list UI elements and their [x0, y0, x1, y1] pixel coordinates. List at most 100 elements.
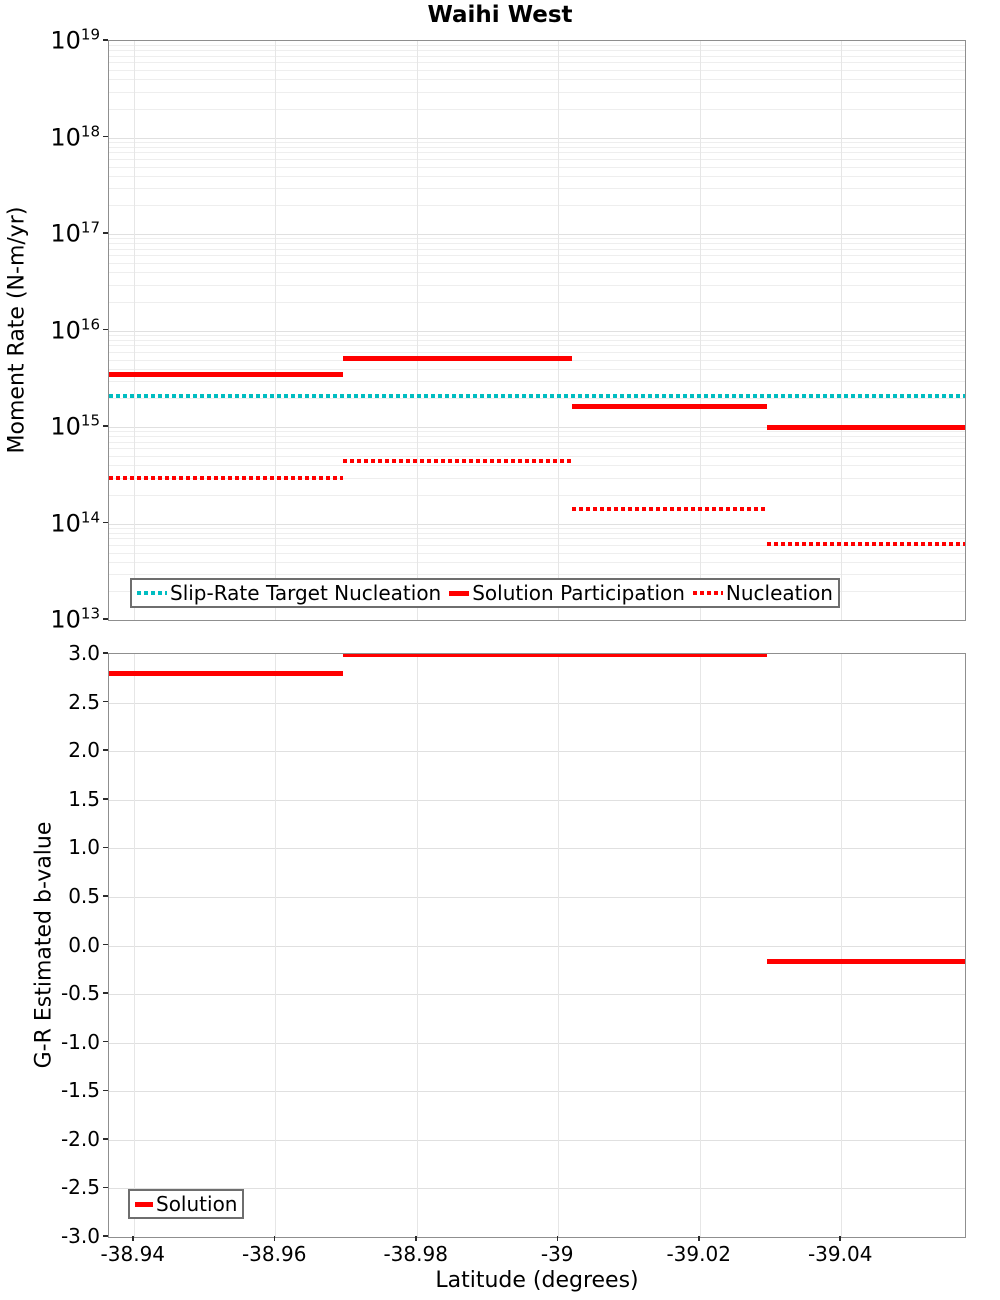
y-tick — [103, 618, 108, 620]
x-tick — [698, 1236, 700, 1241]
x-tick — [415, 1236, 417, 1241]
y-tick-label: 0.0 — [68, 932, 100, 957]
minor-gridline — [109, 527, 965, 529]
series-segment-nucleation — [572, 507, 767, 512]
minor-gridline — [109, 146, 965, 148]
y-tick — [103, 1235, 108, 1237]
major-gridline — [109, 1188, 965, 1190]
legend-label: Nucleation — [725, 581, 833, 605]
minor-gridline — [109, 263, 965, 264]
minor-gridline — [109, 561, 965, 563]
x-axis-label: Latitude (degrees) — [435, 1268, 639, 1293]
minor-gridline — [109, 398, 965, 399]
minor-gridline — [109, 55, 965, 57]
y-tick-label: 1.5 — [68, 786, 100, 811]
x-gridline — [416, 654, 418, 1237]
minor-gridline — [109, 141, 965, 143]
y-tick-label: -2.0 — [60, 1126, 100, 1151]
major-gridline — [109, 799, 965, 801]
y-axis-label-moment-rate: Moment Rate (N-m/yr) — [4, 206, 30, 454]
y-tick — [103, 135, 108, 138]
series-segment-nucleation — [766, 541, 965, 546]
legend-item-slip-rate-target-nucleation: Slip-Rate Target Nucleation — [137, 581, 441, 605]
minor-gridline — [109, 441, 965, 443]
y-tick-label: 1015 — [50, 411, 100, 441]
y-tick — [103, 846, 108, 849]
moment-rate-plot — [108, 40, 966, 621]
y-tick-label: 2.0 — [68, 738, 100, 763]
x-gridline — [699, 654, 701, 1237]
y-tick-label: 1018 — [50, 122, 100, 151]
minor-gridline — [109, 574, 965, 575]
minor-gridline — [109, 552, 965, 554]
major-gridline — [109, 751, 965, 753]
x-tick — [273, 1236, 275, 1241]
y-tick-label: 1019 — [50, 25, 100, 55]
x-gridline — [699, 41, 701, 620]
series-segment-solution — [342, 654, 767, 657]
minor-gridline — [109, 456, 965, 457]
major-gridline — [109, 523, 965, 525]
y-tick — [103, 1186, 108, 1189]
series-segment-solution-participation — [109, 372, 343, 377]
legend-item-solution: Solution — [135, 1192, 237, 1216]
y-tick-label: -1.0 — [60, 1029, 100, 1054]
minor-gridline — [109, 152, 965, 154]
y-axis-label-bvalue: G-R Estimated b-value — [31, 821, 57, 1069]
major-gridline — [109, 330, 965, 332]
major-gridline — [109, 994, 965, 996]
minor-gridline — [109, 334, 965, 336]
y-tick-label: 1.0 — [68, 835, 100, 860]
bvalue-plot — [108, 653, 966, 1238]
major-gridline — [109, 1042, 965, 1044]
x-gridline — [275, 654, 277, 1237]
major-gridline — [109, 427, 965, 428]
solid-line-swatch-icon — [449, 590, 470, 596]
minor-gridline — [109, 544, 965, 546]
y-tick-label: 1014 — [50, 508, 100, 537]
y-tick — [103, 1138, 108, 1140]
minor-gridline — [109, 70, 965, 71]
x-gridline — [841, 654, 843, 1237]
x-gridline — [275, 41, 277, 620]
y-tick — [103, 232, 108, 234]
minor-gridline — [109, 465, 965, 467]
minor-gridline — [109, 351, 965, 353]
y-tick — [103, 328, 108, 331]
minor-gridline — [109, 431, 965, 433]
major-gridline — [109, 945, 965, 947]
y-tick — [103, 895, 108, 897]
x-gridline — [558, 654, 560, 1237]
x-tick — [839, 1236, 841, 1241]
x-tick-label: -39.04 — [807, 1242, 873, 1266]
minor-gridline — [109, 448, 965, 450]
y-tick — [103, 39, 108, 41]
minor-gridline — [109, 368, 965, 370]
minor-gridline — [109, 248, 965, 250]
minor-gridline — [109, 436, 965, 438]
y-tick — [103, 1040, 108, 1043]
legend-label: Solution Participation — [472, 581, 685, 605]
x-gridline — [133, 41, 135, 620]
y-tick-label: 0.5 — [68, 883, 100, 908]
minor-gridline — [109, 538, 965, 540]
y-tick — [103, 652, 108, 654]
major-gridline — [109, 137, 965, 139]
x-tick-label: -38.96 — [241, 1242, 307, 1266]
minor-gridline — [109, 494, 965, 496]
minor-gridline — [109, 50, 965, 52]
legend-item-solution-participation: Solution Participation — [449, 581, 685, 605]
moment-plot-legend: Slip-Rate Target Nucleation Solution Part… — [130, 578, 840, 608]
y-tick-label: 1017 — [50, 218, 100, 248]
minor-gridline — [109, 532, 965, 534]
minor-gridline — [109, 108, 965, 110]
x-gridline — [133, 654, 135, 1237]
minor-gridline — [109, 339, 965, 341]
minor-gridline — [109, 175, 965, 177]
y-tick-label: 1013 — [50, 604, 100, 634]
minor-gridline — [109, 205, 965, 206]
y-tick-label: 3.0 — [68, 641, 100, 665]
series-segment-solution-participation — [342, 356, 573, 362]
minor-gridline — [109, 255, 965, 257]
major-gridline — [109, 1091, 965, 1093]
